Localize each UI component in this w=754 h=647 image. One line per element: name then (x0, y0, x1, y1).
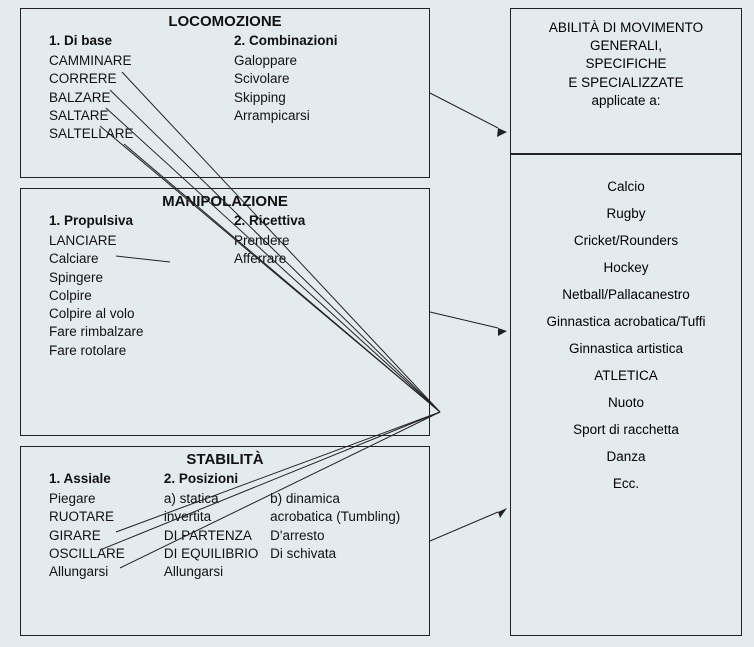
stab-item: DI EQUILIBRIO (164, 545, 270, 563)
loc-item: Arrampicarsi (234, 107, 419, 125)
sport-item: Sport di racchetta (515, 416, 737, 443)
sport-item: Ginnastica artistica (515, 335, 737, 362)
sport-item: Calcio (515, 173, 737, 200)
stabilita-box: STABILITÀ 1. Assiale Piegare RUOTARE GIR… (20, 446, 430, 636)
right-list: Calcio Rugby Cricket/Rounders Hockey Net… (511, 155, 741, 515)
man-item: LANCIARE (49, 232, 234, 250)
stab-item: Piegare (49, 490, 164, 508)
right-header-text: ABILITÀ DI MOVIMENTO GENERALI, SPECIFICH… (511, 9, 741, 120)
rh-line: applicate a: (517, 92, 735, 110)
manipolazione-col2: 2. Ricettiva Prendere Afferrare (234, 212, 419, 360)
loc-item: Galoppare (234, 52, 419, 70)
man-item: Afferrare (234, 250, 419, 268)
stab-item: acrobatica (Tumbling) (270, 508, 419, 526)
sport-item: Hockey (515, 254, 737, 281)
rh-line: SPECIFICHE (517, 55, 735, 73)
stab-subhead: a) statica (164, 490, 270, 508)
right-header-box: ABILITÀ DI MOVIMENTO GENERALI, SPECIFICH… (510, 8, 742, 154)
col-head: 1. Assiale (49, 470, 164, 490)
stabilita-col2a: a) statica invertita DI PARTENZA DI EQUI… (164, 490, 270, 581)
stabilita-title: STABILITÀ (21, 447, 429, 470)
loc-item: Scivolare (234, 70, 419, 88)
col-head: 1. Propulsiva (49, 212, 234, 232)
man-item: Calciare (49, 250, 234, 268)
loc-item: SALTARE (49, 107, 234, 125)
man-item: Fare rotolare (49, 342, 234, 360)
sport-item: Netball/Pallacanestro (515, 281, 737, 308)
loc-item: CORRERE (49, 70, 234, 88)
col-head: 1. Di base (49, 32, 234, 52)
col-head: 2. Posizioni (164, 470, 419, 490)
stab-item: Allungarsi (49, 563, 164, 581)
stab-subhead: b) dinamica (270, 490, 419, 508)
stab-item: Allungarsi (164, 563, 270, 581)
loc-item: BALZARE (49, 89, 234, 107)
locomozione-box: LOCOMOZIONE 1. Di base CAMMINARE CORRERE… (20, 8, 430, 178)
sport-item: Nuoto (515, 389, 737, 416)
man-item: Spingere (49, 269, 234, 287)
manipolazione-box: MANIPOLAZIONE 1. Propulsiva LANCIARE Cal… (20, 188, 430, 436)
man-item: Colpire al volo (49, 305, 234, 323)
sport-item: Cricket/Rounders (515, 227, 737, 254)
manipolazione-col1: 1. Propulsiva LANCIARE Calciare Spingere… (31, 212, 234, 360)
loc-item: SALTELLARE (49, 125, 234, 143)
locomozione-title: LOCOMOZIONE (21, 9, 429, 32)
col-head: 2. Ricettiva (234, 212, 419, 232)
right-list-box: Calcio Rugby Cricket/Rounders Hockey Net… (510, 154, 742, 636)
man-item: Fare rimbalzare (49, 323, 234, 341)
stabilita-col2b: b) dinamica acrobatica (Tumbling) D'arre… (270, 490, 419, 581)
stab-item: DI PARTENZA (164, 527, 270, 545)
col-head: 2. Combinazioni (234, 32, 419, 52)
stab-item: D'arresto (270, 527, 419, 545)
rh-line: GENERALI, (517, 37, 735, 55)
locomozione-cols: 1. Di base CAMMINARE CORRERE BALZARE SAL… (21, 32, 429, 151)
locomozione-col1: 1. Di base CAMMINARE CORRERE BALZARE SAL… (31, 32, 234, 143)
loc-item: CAMMINARE (49, 52, 234, 70)
man-item: Colpire (49, 287, 234, 305)
stab-item: GIRARE (49, 527, 164, 545)
stabilita-subcols: a) statica invertita DI PARTENZA DI EQUI… (164, 490, 419, 581)
locomozione-col2: 2. Combinazioni Galoppare Scivolare Skip… (234, 32, 419, 143)
rh-line: ABILITÀ DI MOVIMENTO (517, 19, 735, 37)
manipolazione-cols: 1. Propulsiva LANCIARE Calciare Spingere… (21, 212, 429, 368)
stab-item: RUOTARE (49, 508, 164, 526)
stab-item: Di schivata (270, 545, 419, 563)
stabilita-col1: 1. Assiale Piegare RUOTARE GIRARE OSCILL… (31, 470, 164, 581)
loc-item: Skipping (234, 89, 419, 107)
sport-item: Rugby (515, 200, 737, 227)
rh-line: E SPECIALIZZATE (517, 74, 735, 92)
sport-item: Ecc. (515, 470, 737, 497)
stabilita-cols: 1. Assiale Piegare RUOTARE GIRARE OSCILL… (21, 470, 429, 589)
man-item: Prendere (234, 232, 419, 250)
stabilita-col2: 2. Posizioni a) statica invertita DI PAR… (164, 470, 419, 581)
manipolazione-title: MANIPOLAZIONE (21, 189, 429, 212)
sport-item: Ginnastica acrobatica/Tuffi (515, 308, 737, 335)
sport-item: ATLETICA (515, 362, 737, 389)
stab-item: OSCILLARE (49, 545, 164, 563)
sport-item: Danza (515, 443, 737, 470)
stab-item: invertita (164, 508, 270, 526)
